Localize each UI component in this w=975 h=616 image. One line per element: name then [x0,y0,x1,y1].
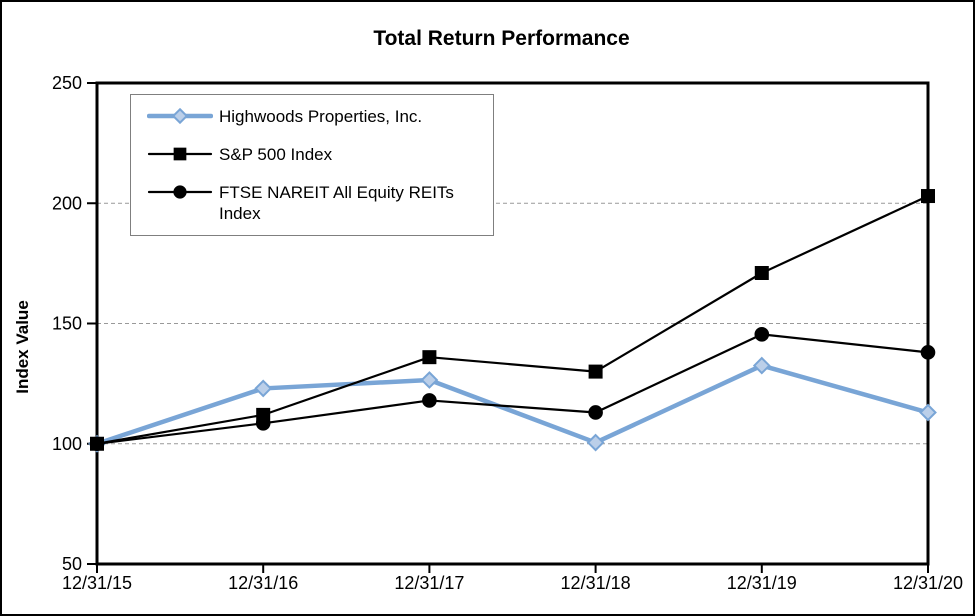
legend-marker-diamond-icon [147,104,219,128]
y-tick-label: 250 [52,73,82,93]
data-point-marker-diamond [919,403,937,422]
data-point-marker-square [754,265,769,280]
legend-marker-square-icon [147,142,219,166]
legend-label-sp500: S&P 500 Index [219,145,333,164]
x-tick-label: 12/31/17 [394,573,464,593]
legend-label-highwoods: Highwoods Properties, Inc. [219,107,423,126]
data-point-marker-square [588,364,603,379]
y-tick-label: 150 [52,314,82,334]
data-point-marker-diamond [420,371,439,389]
x-tick-label: 12/31/20 [893,573,963,593]
legend-marker-glyph [147,107,213,125]
data-point-marker-circle [255,416,271,431]
legend-marker-circle-icon [147,180,219,204]
data-point-marker-diamond [752,356,771,375]
legend-item-highwoods: Highwoods Properties, Inc. [147,104,477,132]
data-point-marker-circle [588,405,603,420]
legend-marker-glyph [147,185,213,199]
x-tick-label: 12/31/15 [62,573,132,593]
x-tick-label: 12/31/18 [561,573,631,593]
data-point-marker-circle [422,393,437,408]
y-tick-label: 50 [62,554,82,574]
legend-box: Highwoods Properties, Inc. S&P 500 Index… [130,94,494,236]
data-point-marker-square [173,147,187,161]
x-tick-label: 12/31/16 [228,573,298,593]
data-point-marker-square [422,350,437,365]
legend-label-ftse-nareit: FTSE NAREIT All Equity REITs Index [219,183,454,224]
data-point-marker-circle [89,436,105,452]
data-point-marker-circle [173,185,187,199]
chart-title: Total Return Performance [373,27,630,50]
series-line-1 [95,194,930,445]
series-line-0 [94,363,931,446]
data-point-marker-circle [920,345,936,360]
data-point-marker-square [921,189,935,204]
data-point-marker-diamond [171,107,189,125]
legend-item-sp500: S&P 500 Index [147,142,477,170]
legend-item-ftse-nareit: FTSE NAREIT All Equity REITs Index [147,180,477,225]
y-tick-label: 200 [52,193,82,213]
data-point-marker-diamond [586,433,605,452]
x-tick-label: 12/31/19 [727,573,797,593]
y-tick-label: 100 [52,434,82,454]
series-line-2 [95,333,930,445]
data-point-marker-circle [754,327,770,342]
legend-marker-glyph [147,147,213,161]
data-point-marker-diamond [254,379,273,398]
